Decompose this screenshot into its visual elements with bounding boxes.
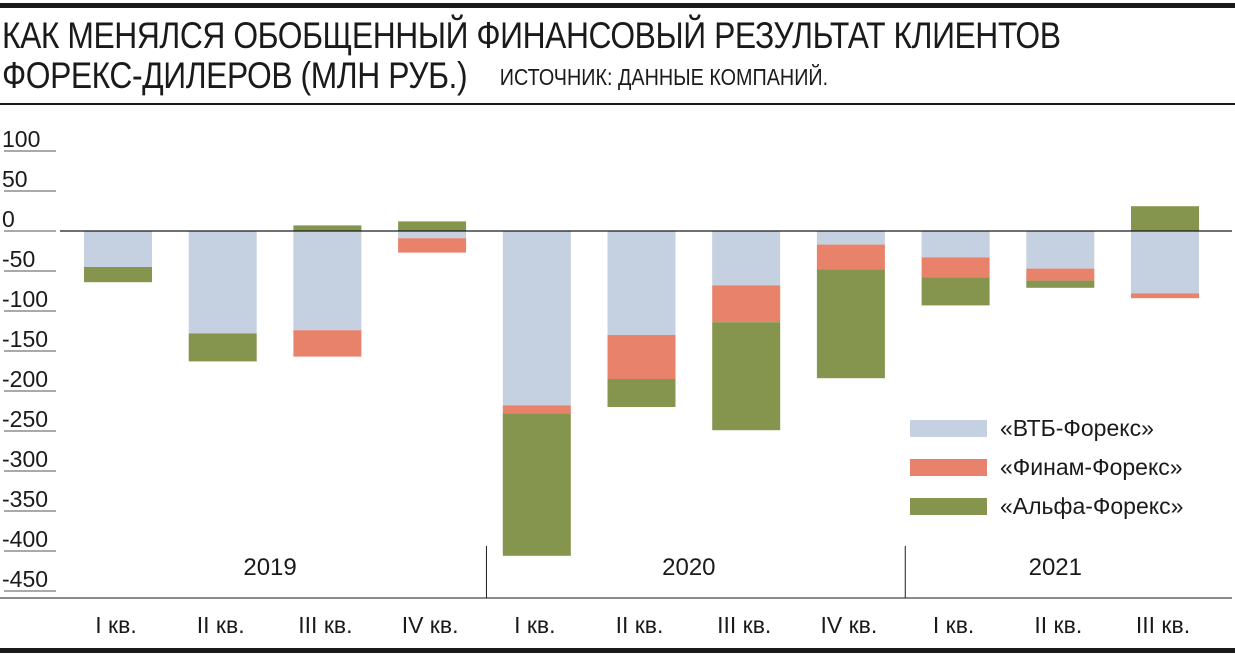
legend: «ВТБ-Форекс» «Финам-Форекс» «Альфа-Форекс» [910,415,1183,519]
legend-label: «ВТБ-Форекс» [1000,415,1154,441]
bar-segment-1 [921,231,990,258]
year-label: 2021 [1029,554,1082,581]
bar-segment-1 [816,231,885,245]
y-tick-label: -400 [2,526,48,552]
chart-title: КАК МЕНЯЛСЯ ОБОБЩЕННЫЙ ФИНАНСОВЫЙ РЕЗУЛЬ… [2,15,1061,97]
bar-segment-3 [398,221,467,231]
legend-label: «Альфа-Форекс» [1000,493,1183,519]
bar-segment-3 [607,379,676,407]
bar-segment-3 [1131,206,1199,231]
y-tick-label: 0 [2,206,15,232]
bar-segment-2 [607,335,676,379]
year-label: 2020 [662,554,715,581]
y-tick-label: -350 [2,486,48,512]
source-note: ИСТОЧНИК: ДАННЫЕ КОМПАНИЙ. [499,64,829,90]
year-groups: 2019 2020 2021 [0,546,1232,599]
bar-segment-2 [921,257,990,278]
bar-segment-3 [921,277,990,306]
title-line-2: ФОРЕКС-ДИЛЕРОВ (МЛН РУБ.) [2,55,468,96]
bar-segment-1 [293,231,362,331]
bar-segment-1 [712,231,781,286]
y-tick-label: 50 [2,166,28,192]
x-axis-labels: I кв. II кв. III кв. IV кв. I кв. II кв. III к… [95,612,1190,638]
category-label: II кв. [616,612,664,638]
category-label: I кв. [514,612,555,638]
bar-segment-3 [1026,280,1095,288]
bar-segment-2 [816,244,885,270]
bar-segment-3 [502,413,571,556]
bar-segment-1 [502,231,571,406]
bar-segment-1 [188,231,257,334]
bars [84,206,1199,556]
y-axis-ticks: 100 50 0 -50 -100 -150 -200 -250 -300 -350 -400 -45… [2,126,56,592]
y-tick-label: -300 [2,446,48,472]
bar-segment-2 [712,285,781,323]
top-rule [0,3,1235,8]
category-label: IV кв. [402,612,459,638]
bar-segment-2 [293,330,362,357]
bar-segment-2 [1131,293,1199,299]
bar-segment-2 [398,238,467,253]
category-label: III кв. [717,612,771,638]
bar-segment-2 [1026,268,1095,281]
bar-segment-1 [84,231,152,267]
title-line-1: КАК МЕНЯЛСЯ ОБОБЩЕННЫЙ ФИНАНСОВЫЙ РЕЗУЛЬ… [2,15,1061,56]
category-label: III кв. [1136,612,1190,638]
category-label: III кв. [298,612,352,638]
y-tick-label: -50 [2,246,35,272]
bottom-rule [0,648,1235,653]
category-label: IV кв. [821,612,878,638]
legend-swatch [910,420,987,437]
bar-segment-1 [398,231,467,239]
y-tick-label: -150 [2,326,48,352]
legend-swatch [910,459,987,476]
bar-segment-1 [607,231,676,335]
legend-label: «Финам-Форекс» [1000,454,1183,480]
y-tick-label: -200 [2,366,48,392]
category-label: II кв. [1034,612,1082,638]
y-tick-label: 100 [2,126,40,152]
y-tick-label: -100 [2,286,48,312]
y-tick-label: -250 [2,406,48,432]
bar-segment-1 [1026,231,1095,269]
bar-segment-3 [188,333,257,362]
title-line-2-wrap: ФОРЕКС-ДИЛЕРОВ (МЛН РУБ.) ИСТОЧНИК: ДАННЫ… [2,56,1060,97]
y-tick-label: -450 [2,566,48,592]
bar-segment-3 [712,322,781,431]
category-label: II кв. [197,612,245,638]
bar-segment-3 [293,225,362,231]
bar-segment-3 [816,269,885,379]
category-label: I кв. [933,612,974,638]
bar-segment-1 [1131,231,1199,294]
bar-segment-2 [502,405,571,414]
year-label: 2019 [243,554,296,581]
legend-swatch [910,498,987,515]
category-label: I кв. [95,612,136,638]
title-rule [0,103,1235,105]
bar-segment-3 [84,267,152,283]
